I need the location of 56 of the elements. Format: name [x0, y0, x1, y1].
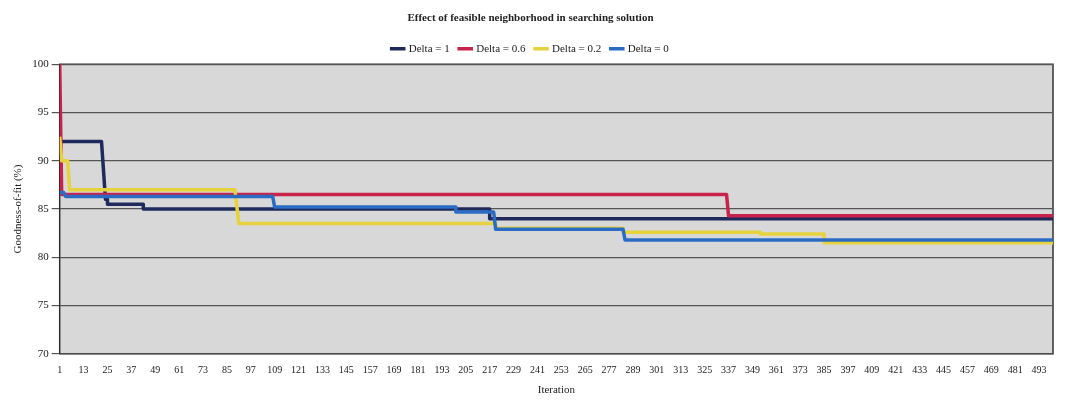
x-tick-label: 241	[529, 364, 545, 376]
x-tick-label: 145	[338, 364, 354, 376]
x-tick-label: 205	[458, 364, 474, 376]
x-tick-label: 109	[267, 364, 283, 376]
x-tick-label: 97	[245, 364, 256, 376]
legend-label: Delta = 0	[627, 41, 670, 54]
x-tick-label: 313	[673, 364, 689, 376]
x-tick-label: 1	[57, 364, 63, 376]
y-tick-label: 95	[37, 105, 50, 118]
x-tick-label: 421	[888, 364, 904, 376]
legend-label: Delta = 0.6	[476, 41, 526, 54]
x-tick-label: 289	[625, 364, 641, 376]
x-tick-label: 337	[721, 364, 737, 376]
y-tick-label: 80	[37, 250, 50, 263]
x-tick-label: 217	[482, 364, 498, 376]
x-tick-label: 469	[983, 364, 999, 376]
x-tick-label: 157	[362, 364, 378, 376]
x-tick-label: 301	[649, 364, 665, 376]
x-tick-label: 13	[78, 364, 89, 376]
x-tick-label: 181	[410, 364, 426, 376]
x-tick-label: 37	[126, 364, 137, 376]
x-tick-label: 433	[912, 364, 928, 376]
y-tick-label: 75	[37, 298, 50, 311]
x-tick-label: 121	[291, 364, 307, 376]
legend-label: Delta = 1	[408, 41, 450, 54]
y-tick-label: 90	[37, 153, 50, 166]
x-tick-label: 253	[553, 364, 569, 376]
x-tick-label: 397	[840, 364, 856, 376]
y-tick-label: 100	[32, 57, 50, 70]
y-axis-title: Goodness-of-fit (%)	[11, 164, 25, 254]
x-tick-label: 229	[506, 364, 522, 376]
x-tick-label: 265	[577, 364, 593, 376]
x-tick-label: 361	[768, 364, 784, 376]
x-tick-label: 349	[744, 364, 760, 376]
x-tick-label: 133	[314, 364, 330, 376]
chart-title: Effect of feasible neighborhood in searching solution	[407, 11, 654, 24]
y-tick-label: 85	[37, 201, 50, 214]
x-tick-label: 193	[434, 364, 450, 376]
legend-label: Delta = 0.2	[552, 41, 602, 54]
x-tick-label: 49	[150, 364, 161, 376]
x-tick-label: 25	[102, 364, 113, 376]
x-tick-label: 481	[1007, 364, 1023, 376]
x-tick-label: 457	[959, 364, 975, 376]
x-tick-label: 85	[221, 364, 232, 376]
x-axis-title: Iteration	[537, 383, 576, 396]
x-tick-label: 493	[1031, 364, 1047, 376]
x-tick-label: 373	[792, 364, 808, 376]
x-tick-label: 385	[816, 364, 832, 376]
x-tick-label: 61	[174, 364, 185, 376]
x-tick-label: 169	[386, 364, 402, 376]
x-tick-label: 325	[697, 364, 713, 376]
x-tick-label: 73	[198, 364, 209, 376]
x-tick-label: 445	[936, 364, 952, 376]
y-tick-label: 70	[37, 346, 50, 359]
x-tick-label: 409	[864, 364, 880, 376]
x-tick-label: 277	[601, 364, 617, 376]
